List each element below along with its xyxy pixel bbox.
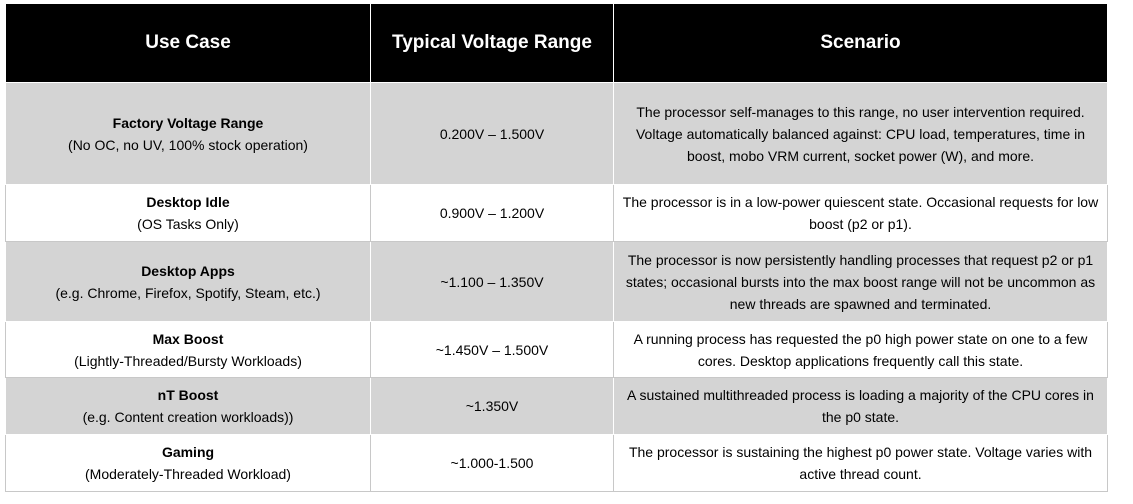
use-case-title: Max Boost <box>152 330 224 347</box>
table-row: nT Boost (e.g. Content creation workload… <box>5 377 1108 435</box>
use-case-subtitle: (Lightly-Threaded/Bursty Workloads) <box>74 352 302 369</box>
header-scenario: Scenario <box>613 4 1108 83</box>
table-row: Gaming (Moderately-Threaded Workload) ~1… <box>5 434 1108 492</box>
use-case-subtitle: (e.g. Chrome, Firefox, Spotify, Steam, e… <box>55 284 321 301</box>
header-row: Use Case Typical Voltage Range Scenario <box>5 4 1108 83</box>
table-row: Desktop Idle (OS Tasks Only) 0.900V – 1.… <box>5 184 1108 242</box>
scenario-cell: The processor is now persistently handli… <box>613 241 1108 322</box>
use-case-subtitle: (Moderately-Threaded Workload) <box>85 466 291 482</box>
use-case-title: Desktop Apps <box>141 262 235 279</box>
table-row: Max Boost (Lightly-Threaded/Bursty Workl… <box>5 321 1108 378</box>
voltage-cell: 0.900V – 1.200V <box>370 184 614 242</box>
use-case-cell: Desktop Idle (OS Tasks Only) <box>5 184 371 242</box>
use-case-title: Factory Voltage Range <box>112 114 264 131</box>
scenario-cell: The processor self-manages to this range… <box>613 82 1108 185</box>
table-row: Factory Voltage Range (No OC, no UV, 100… <box>5 82 1108 185</box>
header-use-case: Use Case <box>5 4 371 83</box>
voltage-cell: ~1.100 – 1.350V <box>370 241 614 322</box>
use-case-cell: nT Boost (e.g. Content creation workload… <box>5 377 371 435</box>
use-case-title: Desktop Idle <box>146 194 230 210</box>
voltage-cell: ~1.000-1.500 <box>370 434 614 492</box>
use-case-title: Gaming <box>161 444 215 460</box>
table-row: Desktop Apps (e.g. Chrome, Firefox, Spot… <box>5 241 1108 322</box>
use-case-subtitle: (No OC, no UV, 100% stock operation) <box>68 136 308 153</box>
use-case-cell: Max Boost (Lightly-Threaded/Bursty Workl… <box>5 321 371 378</box>
use-case-title: nT Boost <box>157 387 219 403</box>
voltage-cell: 0.200V – 1.500V <box>370 82 614 185</box>
scenario-cell: The processor is in a low-power quiescen… <box>613 184 1108 242</box>
use-case-cell: Gaming (Moderately-Threaded Workload) <box>5 434 371 492</box>
scenario-cell: The processor is sustaining the highest … <box>613 434 1108 492</box>
use-case-subtitle: (e.g. Content creation workloads)) <box>82 409 294 425</box>
header-voltage-range: Typical Voltage Range <box>370 4 614 83</box>
scenario-cell: A running process has requested the p0 h… <box>613 321 1108 378</box>
use-case-cell: Factory Voltage Range (No OC, no UV, 100… <box>5 82 371 185</box>
voltage-table: Use Case Typical Voltage Range Scenario … <box>5 4 1108 492</box>
voltage-cell: ~1.350V <box>370 377 614 435</box>
use-case-subtitle: (OS Tasks Only) <box>137 216 239 232</box>
use-case-cell: Desktop Apps (e.g. Chrome, Firefox, Spot… <box>5 241 371 322</box>
voltage-cell: ~1.450V – 1.500V <box>370 321 614 378</box>
scenario-cell: A sustained multithreaded process is loa… <box>613 377 1108 435</box>
